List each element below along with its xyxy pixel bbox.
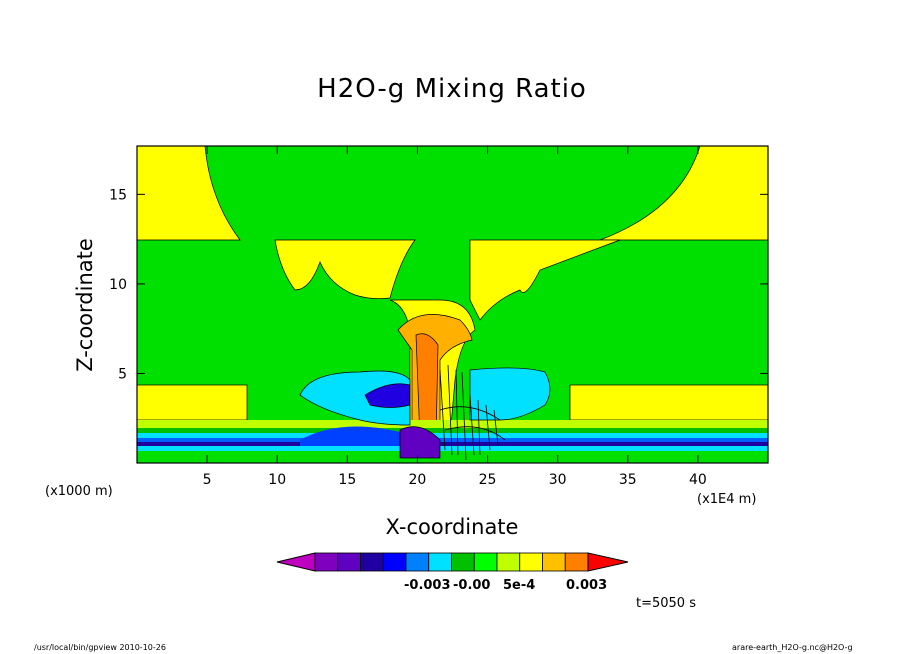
yellow-mid-right — [469, 239, 621, 321]
cyan-right — [469, 367, 551, 421]
band-green-bottom — [137, 451, 768, 463]
colorbar-segment — [542, 552, 566, 572]
band-lime — [137, 420, 768, 428]
x-tick-label: 20 — [409, 472, 427, 488]
blue-low-left — [300, 426, 400, 446]
purple-low — [399, 426, 441, 459]
blue-blob — [364, 383, 411, 408]
colorbar-left-arrow — [276, 552, 316, 572]
contour-field — [137, 146, 768, 463]
time-label: t=5050 s — [636, 596, 696, 611]
band-cyan — [137, 433, 768, 438]
colorbar-segment — [337, 552, 361, 572]
x-tick-label: 40 — [689, 472, 707, 488]
y-tick-label: 10 — [109, 277, 127, 293]
band-blue — [137, 438, 768, 442]
colorbar-segment — [564, 552, 589, 572]
axis-ticks: 5 10 15 20 25 30 35 40 5 10 15 — [109, 146, 768, 488]
plot-frame — [136, 145, 769, 464]
x-unit-label: (x1E4 m) — [697, 492, 757, 507]
band-navy — [137, 442, 768, 446]
chart-title: H2O-g Mixing Ratio — [317, 74, 587, 104]
colorbar-segment — [451, 552, 475, 572]
colorbar-label-3: 0.003 — [566, 578, 608, 593]
yellow-upper-left — [137, 146, 241, 241]
x-tick-label: 5 — [203, 472, 212, 488]
footer-right: arare-earth_H2O-g.nc@H2O-g — [732, 643, 853, 652]
colorbar-label-1: -0.00 — [453, 578, 491, 593]
colorbar-label-2: 5e-4 — [503, 578, 536, 593]
colorbar-label-0: -0.003 — [404, 578, 451, 593]
colorbar-segment — [473, 552, 498, 572]
yellow-lower-right — [569, 384, 768, 421]
footer-left: /usr/local/bin/gpview 2010-10-26 — [34, 643, 166, 652]
band-cyan-2 — [137, 446, 768, 451]
x-tick-label: 15 — [338, 472, 356, 488]
colorbar-segment — [519, 552, 543, 572]
y-unit-label: (x1000 m) — [45, 484, 113, 499]
colorbar-segment — [428, 552, 452, 572]
colorbar-segment — [496, 552, 521, 572]
colorbar — [276, 552, 629, 572]
x-tick-label: 25 — [479, 472, 497, 488]
y-tick-label: 5 — [118, 366, 127, 382]
colorbar-segment — [382, 552, 407, 572]
yellow-lower-left — [137, 384, 248, 421]
colorbar-segment — [405, 552, 430, 572]
x-tick-label: 10 — [268, 472, 286, 488]
x-tick-label: 30 — [549, 472, 567, 488]
x-axis-label: X-coordinate — [385, 515, 519, 539]
colorbar-segment — [360, 552, 384, 572]
x-tick-label: 35 — [619, 472, 637, 488]
colorbar-segment — [314, 552, 339, 572]
turbulence-lines — [439, 364, 506, 461]
yellow-mid-left — [274, 239, 416, 299]
y-tick-label: 15 — [109, 187, 127, 203]
band-green — [137, 428, 768, 433]
colorbar-right-arrow — [587, 552, 629, 572]
